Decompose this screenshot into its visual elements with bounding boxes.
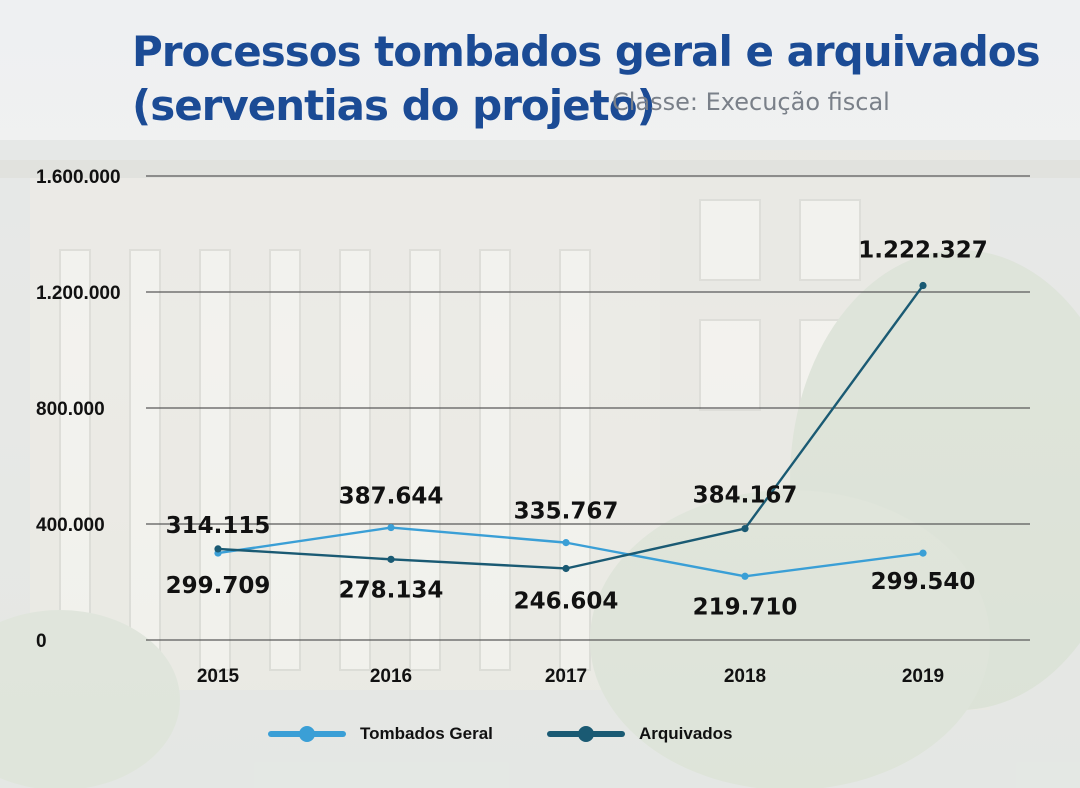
data-point-tombados-geral[interactable] [741,572,749,580]
x-tick-label: 2015 [197,666,240,687]
legend-item-arquivados[interactable]: Arquivados [547,724,733,744]
data-point-arquivados[interactable] [741,524,749,533]
data-point-tombados-geral[interactable] [919,549,927,557]
chart-subtitle: Classe: Execução fiscal [612,88,890,116]
data-label-tombados-geral: 219.710 [693,594,798,620]
data-label-arquivados: 1.222.327 [858,238,988,264]
y-tick-label: 1.200.000 [36,283,121,304]
legend-label-tombados-geral: Tombados Geral [360,724,493,743]
data-label-tombados-geral: 299.709 [166,573,271,599]
data-label-arquivados: 314.115 [166,513,271,539]
chart-title-line-2: (serventias do projeto) [132,81,656,130]
y-tick-label: 1.600.000 [36,167,121,188]
x-tick-label: 2017 [545,666,587,687]
data-label-tombados-geral: 299.540 [871,569,976,595]
legend-label-arquivados: Arquivados [639,724,733,743]
data-label-arquivados: 384.167 [693,483,798,509]
data-label-tombados-geral: 387.644 [339,484,444,510]
x-tick-label: 2018 [724,666,766,687]
data-point-arquivados[interactable] [214,545,222,553]
y-tick-label: 0 [36,631,47,652]
legend-marker-arquivados [578,726,594,742]
data-point-arquivados[interactable] [387,555,395,563]
data-point-tombados-geral[interactable] [562,539,570,547]
data-label-arquivados: 278.134 [339,577,444,603]
data-point-tombados-geral[interactable] [387,523,395,532]
legend-marker-tombados-geral [299,726,315,742]
y-tick-label: 800.000 [36,399,105,420]
legend-swatch-tombados-geral [268,726,346,742]
legend-item-tombados-geral[interactable]: Tombados Geral [268,724,493,744]
legend-swatch-arquivados [547,726,625,742]
data-point-arquivados[interactable] [919,281,927,290]
x-tick-label: 2016 [370,666,412,687]
y-tick-label: 400.000 [36,515,105,536]
data-label-tombados-geral: 335.767 [514,499,619,525]
series-line-arquivados [217,284,924,570]
chart-title-line-1: Processos tombados geral e arquivados [132,27,1041,76]
data-label-arquivados: 246.604 [514,588,619,614]
x-tick-label: 2019 [902,666,944,687]
data-point-arquivados[interactable] [562,564,570,573]
series-line-tombados-geral [217,526,924,578]
